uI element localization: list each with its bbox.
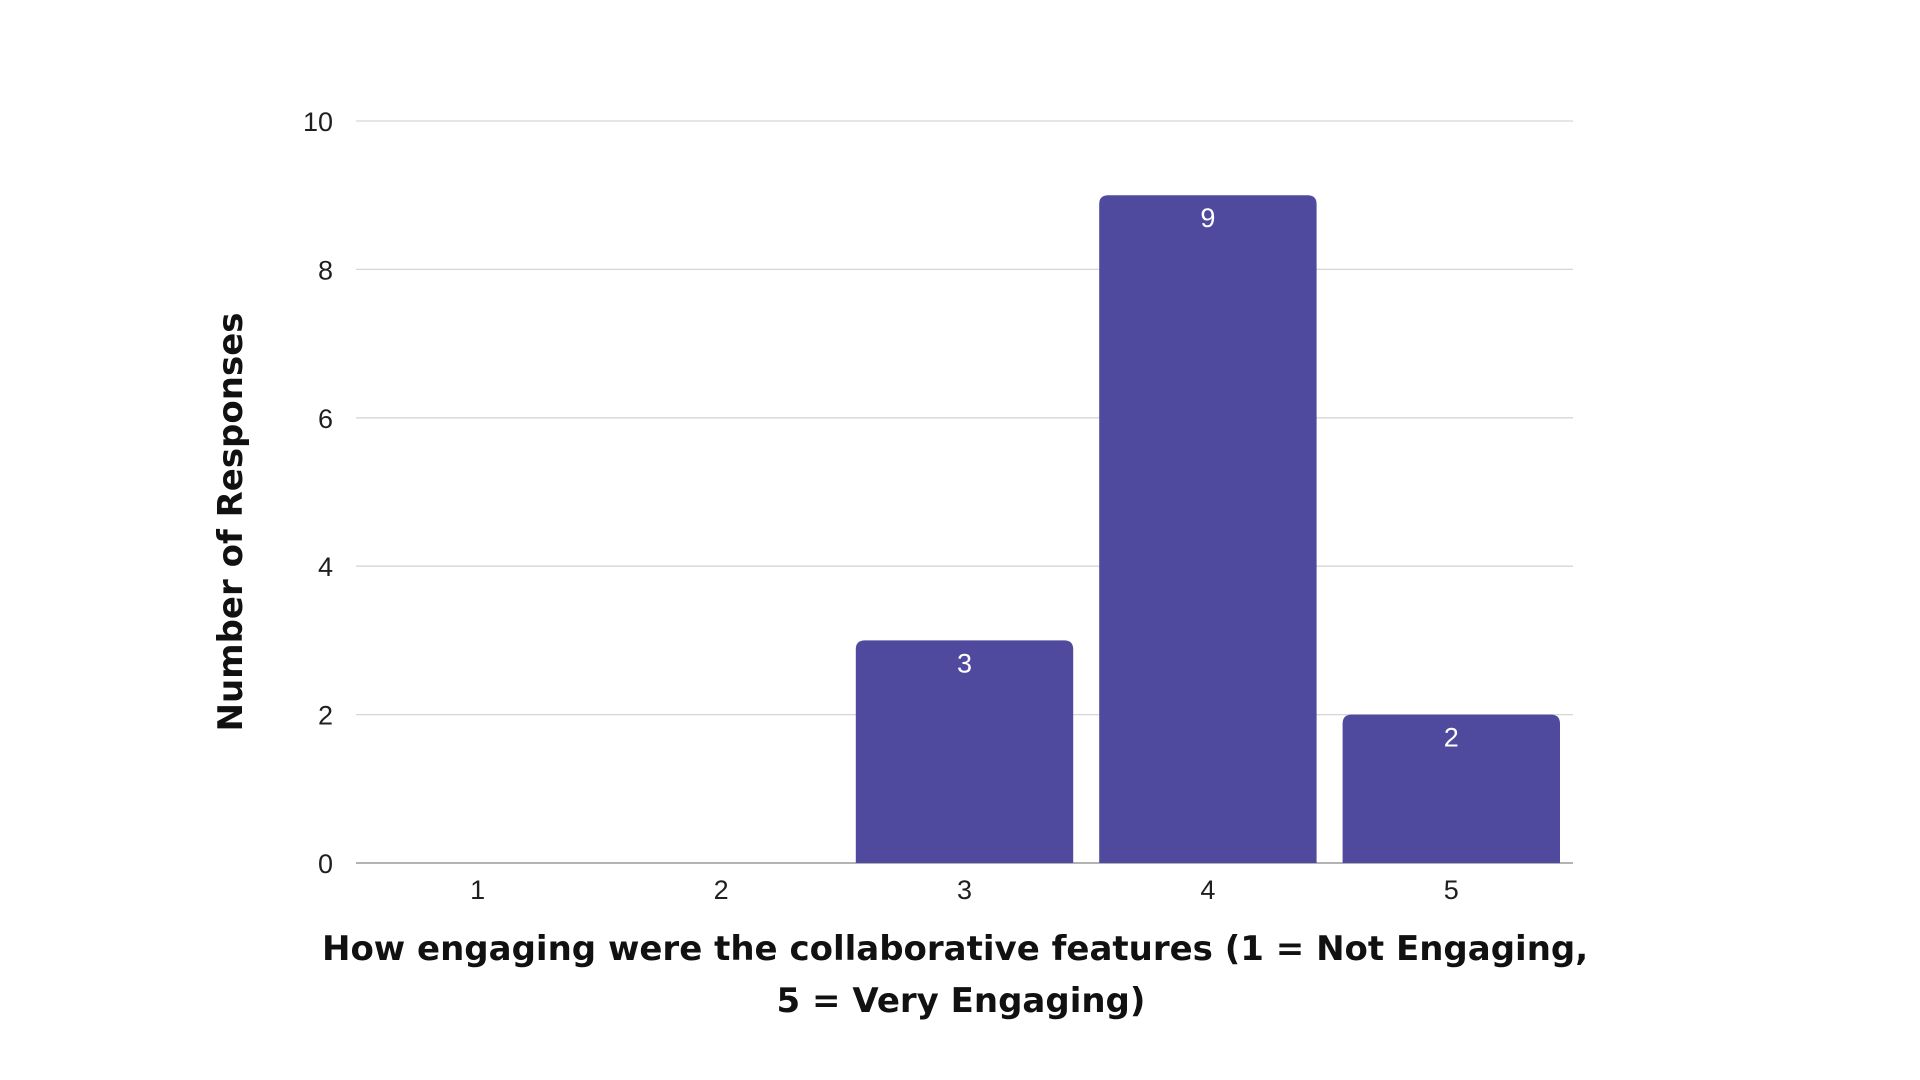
data-label-5: 2 (1444, 723, 1459, 753)
bar-5 (1342, 714, 1560, 863)
x-tick-label: 3 (957, 875, 972, 905)
x-tick-label: 1 (470, 875, 485, 905)
bar-4 (1099, 195, 1317, 863)
x-axis-title: How engaging were the collaborative feat… (322, 929, 1600, 1021)
y-tick-label: 4 (318, 552, 333, 582)
bar-3 (855, 640, 1074, 863)
y-tick-label: 6 (318, 404, 333, 434)
y-tick-label: 2 (318, 701, 333, 731)
x-tick-label: 2 (714, 875, 729, 905)
bars (855, 195, 1560, 863)
y-axis-ticks: 0 2 4 6 8 10 (303, 107, 333, 879)
x-tick-label: 4 (1200, 875, 1215, 905)
y-tick-label: 0 (318, 849, 333, 879)
x-tick-label: 5 (1444, 875, 1459, 905)
data-labels: 3 9 2 (957, 203, 1459, 752)
y-tick-label: 8 (318, 255, 333, 285)
y-axis-title: Number of Responses (211, 313, 251, 732)
data-label-3: 3 (957, 648, 972, 678)
x-axis-ticks: 1 2 3 4 5 (470, 875, 1459, 905)
x-axis-title-line-2: 5 = Very Engaging) (777, 981, 1146, 1021)
x-axis-title-line-1: How engaging were the collaborative feat… (322, 929, 1588, 969)
y-tick-label: 10 (303, 107, 333, 137)
data-label-4: 9 (1200, 203, 1215, 233)
